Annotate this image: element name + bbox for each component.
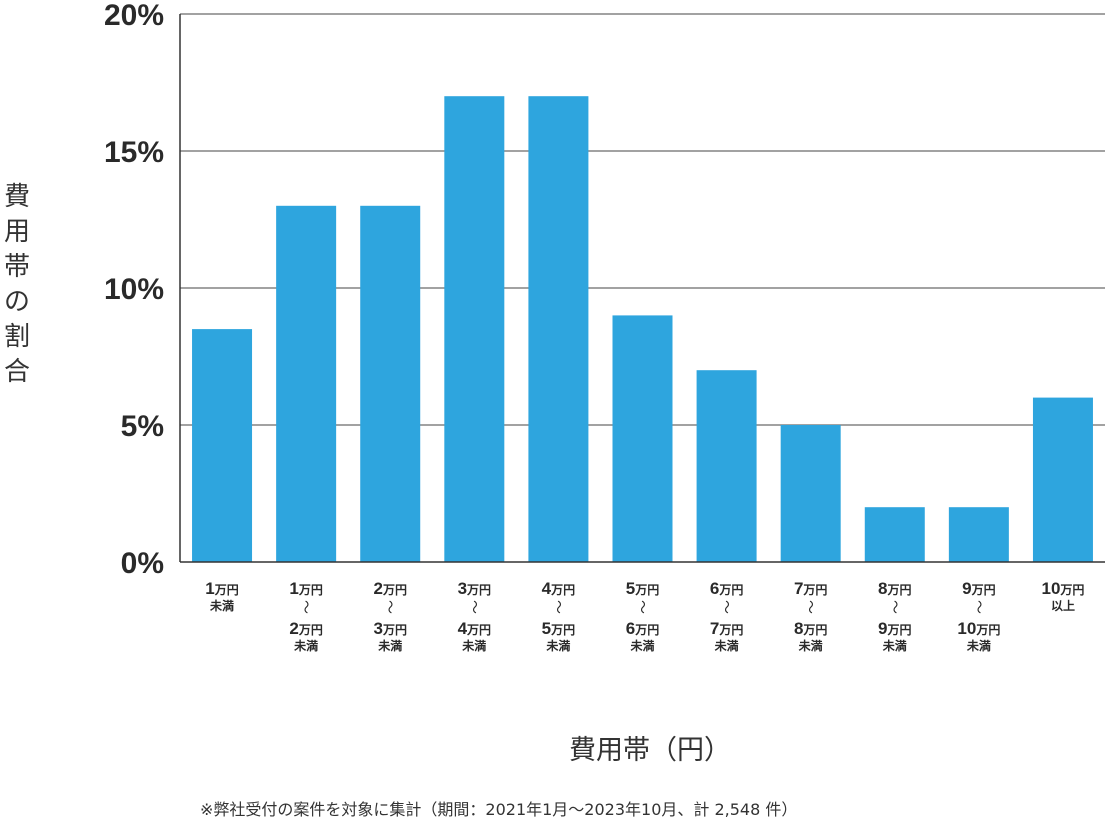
- x-tick-line: 未満: [209, 598, 234, 613]
- x-tick-tilde: 〜: [802, 600, 818, 614]
- x-tick-tilde: 〜: [634, 600, 650, 614]
- bar: [780, 425, 841, 562]
- x-tick-line: 2万円: [289, 619, 322, 638]
- x-tick-line: 2万円: [373, 579, 406, 598]
- x-tick-tilde: 〜: [718, 600, 734, 614]
- bar: [948, 507, 1009, 562]
- y-tick-labels: 0% 5% 10% 15% 20%: [104, 0, 164, 580]
- x-tick-line: 未満: [461, 638, 486, 653]
- x-tick-line: 3万円: [458, 579, 491, 598]
- x-tick-line: 未満: [293, 638, 318, 653]
- x-tick-line: 未満: [798, 638, 823, 653]
- x-tick-line: 6万円: [710, 579, 743, 598]
- x-tick-line: 7万円: [710, 619, 743, 638]
- bar: [276, 205, 337, 563]
- x-tick-tilde: 〜: [970, 600, 986, 614]
- x-tick-line: 8万円: [878, 579, 911, 598]
- x-tick-tilde: 〜: [297, 600, 313, 614]
- x-tick-tilde: 〜: [381, 600, 397, 614]
- y-tick-label: 5%: [121, 410, 164, 443]
- x-tick-line: 5万円: [542, 619, 575, 638]
- y-tick-label: 20%: [104, 0, 164, 32]
- x-tick-line: 未満: [377, 638, 402, 653]
- x-tick-line: 4万円: [458, 619, 491, 638]
- x-tick-line: 8万円: [794, 619, 827, 638]
- x-tick-line: 以上: [1051, 598, 1075, 613]
- x-tick-line: 未満: [966, 638, 991, 653]
- x-tick-labels: 1万円未満1万円〜2万円未満2万円〜3万円未満3万円〜4万円未満4万円〜5万円未…: [205, 579, 1084, 653]
- axes: [179, 14, 1105, 563]
- x-tick-line: 7万円: [794, 579, 827, 598]
- bar: [192, 329, 253, 562]
- x-tick-line: 10万円: [1041, 579, 1084, 598]
- x-axis-label: 費用帯（円）: [569, 735, 731, 766]
- bar: [696, 370, 757, 562]
- footnote: ※弊社受付の案件を対象に集計（期間：2021年1月～2023年10月、計 2,5…: [200, 800, 798, 819]
- bar: [444, 96, 505, 562]
- bar: [864, 507, 925, 562]
- x-tick-line: 9万円: [962, 579, 995, 598]
- x-tick-line: 6万円: [626, 619, 659, 638]
- x-tick-line: 4万円: [542, 579, 575, 598]
- x-tick-tilde: 〜: [886, 600, 902, 614]
- y-tick-label: 0%: [121, 547, 164, 580]
- x-tick-line: 未満: [882, 638, 907, 653]
- bar: [360, 205, 421, 563]
- bar: [1032, 397, 1093, 562]
- x-tick-line: 3万円: [373, 619, 406, 638]
- x-tick-line: 1万円: [289, 579, 322, 598]
- y-tick-label: 15%: [104, 136, 164, 169]
- bar: [528, 96, 589, 562]
- x-tick-line: 未満: [545, 638, 570, 653]
- x-tick-tilde: 〜: [465, 600, 481, 614]
- y-axis-label: 費用帯の割合: [3, 182, 30, 387]
- x-tick-line: 5万円: [626, 579, 659, 598]
- bar: [612, 315, 673, 562]
- bars: [192, 96, 1093, 563]
- x-tick-line: 9万円: [878, 619, 911, 638]
- x-tick-line: 未満: [714, 638, 739, 653]
- x-tick-tilde: 〜: [549, 600, 565, 614]
- x-tick-line: 10万円: [957, 619, 1000, 638]
- x-tick-line: 未満: [629, 638, 654, 653]
- y-tick-label: 10%: [104, 273, 164, 306]
- x-tick-line: 1万円: [205, 579, 238, 598]
